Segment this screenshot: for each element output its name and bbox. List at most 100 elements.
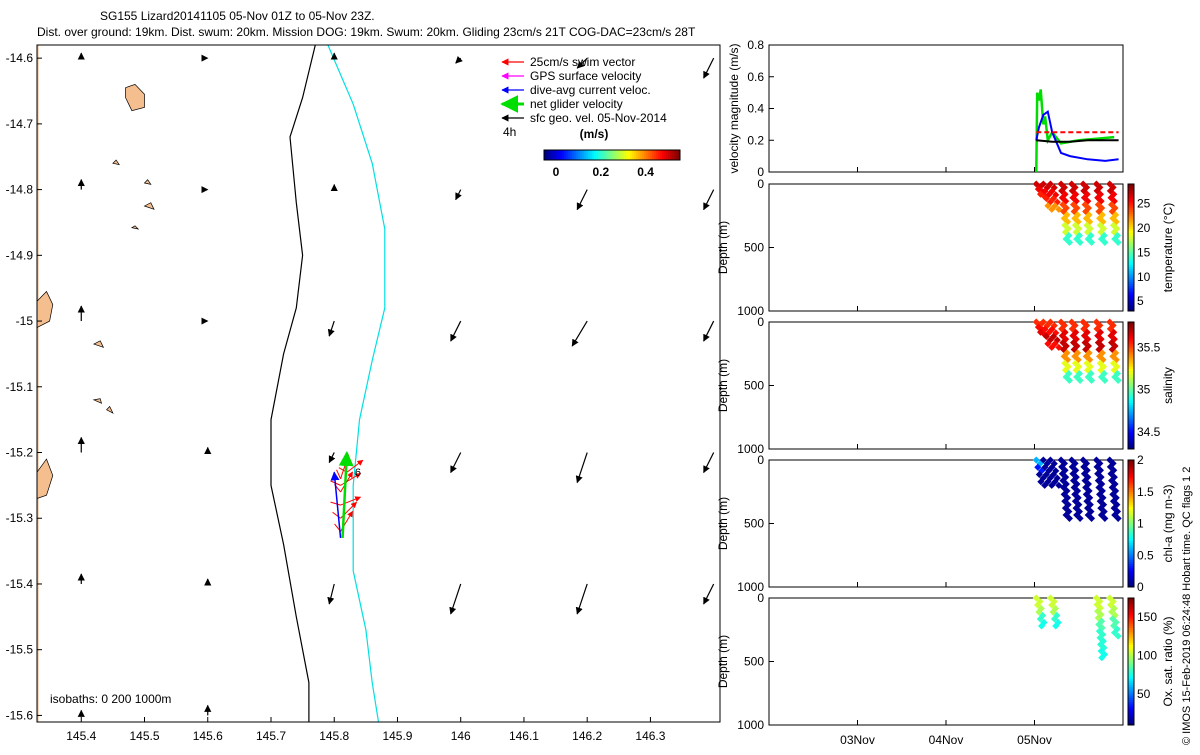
velocity-ytick-label-3: 0.6 [747,70,764,84]
chlorophyll-profile-colorbar-cell [1128,502,1134,505]
oxygen-profile-colorbar-cell [1128,680,1134,684]
oxygen-profile-colorbar-cell [1128,612,1134,616]
geo-velocity-arrow-15 [450,320,462,342]
salinity-profile-colorbar-cell [1128,389,1134,393]
legend-colorbar-cell [556,150,559,160]
chlorophyll-profile-colorbar-cell [1128,466,1134,469]
oxygen-profile-colorbar-cell [1128,705,1134,709]
oxygen-profile-colorbar-cell [1128,617,1134,620]
time-axis-label-1: 04Nov [929,733,964,747]
legend-colorbar-cell [560,150,563,160]
legend-colorbar-cell [644,150,647,160]
oxygen-profile-colorbar-cell [1128,642,1134,645]
salinity-profile-colorbar-cell [1128,324,1134,327]
chlorophyll-profile-colorbar-cell [1128,536,1134,539]
legend-colorbar-cell [592,150,595,160]
salinity-profile-colorbar-cell [1128,336,1134,340]
chlorophyll-profile-colorbar-cell [1128,531,1134,535]
chlorophyll-profile-colorbar-tick-1: 0.5 [1137,548,1154,562]
oxygen-profile-colorbar-cell [1128,646,1134,650]
oxygen-profile-colorbar-cell [1128,691,1134,694]
chlorophyll-profile-ylabel: Depth (m) [716,497,730,550]
chlorophyll-profile-ytick-label-2: 1000 [737,580,764,594]
map-xtick-label-5: 145.9 [382,729,412,743]
map-xtick-label-6: 146 [451,729,471,743]
salinity-profile-colorbar-cell [1128,372,1134,376]
legend-colorbar-frame [543,149,681,161]
salinity-profile-colorbar-cell [1128,364,1134,367]
temperature-profile-colorbar-cell [1128,249,1134,253]
chlorophyll-profile-colorbar-cell [1128,551,1134,554]
oxygen-profile-colorbar-cell [1128,695,1134,698]
oxygen-profile-colorbar-cell [1128,667,1134,671]
oxygen-profile-colorbar-cell [1128,722,1134,726]
temperature-profile-colorbar-cell [1128,203,1134,206]
oxygen-profile-colorbar-cell [1128,682,1134,686]
isobath-1000m-line [327,44,386,723]
geo-velocity-arrow-23 [703,452,715,474]
temperature-profile-frame [768,183,1124,312]
temperature-profile-colorbar-cell [1128,264,1134,267]
time-axis-label-2: 05Nov [1017,733,1052,747]
oxygen-profile-colorbar-cell [1128,689,1134,692]
legend-colorbar-cell [582,150,585,160]
chlorophyll-profile-colorbar-cell [1128,493,1134,497]
legend-colorbar-cell [658,150,661,160]
salinity-profile-colorbar-tick-0: 34.5 [1137,425,1161,439]
salinity-profile-colorbar-cell [1128,440,1134,444]
legend-colorbar-cell [660,150,663,160]
salinity-profile-colorbar-cell [1128,429,1134,433]
velocity-panel-frame [768,44,1124,173]
salinity-profile-colorbar-cell [1128,343,1134,346]
temperature-profile-colorbar-cell [1128,234,1134,238]
chlorophyll-profile-colorbar-label: chl-a (mg m-3) [1161,484,1175,562]
oxygen-profile-colorbar-cell [1128,703,1134,707]
legend-colorbar-cell [606,150,609,160]
legend-colorbar-cell [664,150,667,160]
geo-velocity-arrow-4 [576,57,588,69]
oxygen-profile-frame [768,597,1124,726]
chlorophyll-profile-colorbar-cell [1128,580,1134,584]
isobath-note: isobaths: 0 200 1000m [50,692,171,706]
oxygen-profile-colorbar-tick-0: 50 [1137,687,1151,701]
chlorophyll-profile-colorbar-cell [1128,498,1134,501]
chlorophyll-profile-frame [768,459,1124,588]
oxygen-profile-colorbar-cell [1128,638,1134,641]
legend-colorbar-cell [564,150,567,160]
oxygen-profile-colorbar-tick-2: 150 [1137,610,1157,624]
chlorophyll-profile-colorbar-cell [1128,555,1134,558]
salinity-profile-colorbar-cell [1128,379,1134,382]
track-label: 6 [355,467,361,479]
temperature-profile-colorbar-tick-3: 20 [1137,221,1151,235]
map-ytick-label-5: -15.1 [6,380,34,394]
chlorophyll-profile-colorbar-tick-4: 2 [1137,453,1144,467]
legend-colorbar-cell [626,150,629,160]
salinity-profile-colorbar-cell [1128,345,1134,348]
temperature-profile-colorbar-tick-4: 25 [1137,197,1151,211]
chlorophyll-profile-colorbar-cell [1128,576,1134,579]
temperature-profile-colorbar-cell [1128,287,1134,291]
salinity-profile-ytick-label-2: 1000 [737,442,764,456]
chlorophyll-profile-colorbar-cell [1128,470,1134,474]
salinity-profile-colorbar-cell [1128,434,1134,437]
legend-colorbar-cell [600,150,603,160]
temperature-profile-colorbar-cell [1128,184,1134,187]
map-ytick-label-4: -15 [16,314,34,328]
chlorophyll-profile-colorbar-cell [1128,544,1134,548]
temperature-profile-colorbar-cell [1128,291,1134,295]
salinity-profile-colorbar-tick-2: 35.5 [1137,340,1161,354]
legend-colorbar-cell [614,150,617,160]
legend-colorbar-cell [590,150,593,160]
legend-colorbar-cell [598,150,601,160]
oxygen-profile-colorbar-cell [1128,712,1134,715]
salinity-profile-colorbar-cell [1128,391,1134,395]
chlorophyll-profile-colorbar-cell [1128,508,1134,512]
map-panel: 6 145.4 145.5 145.6 145.7 145.8 145.9 146 146.1 1… [6,44,721,743]
salinity-profile-colorbar-cell [1128,406,1134,410]
legend-colorbar-tick-0: 0 [553,165,560,179]
oxygen-profile-colorbar-cell [1128,623,1134,626]
oxygen-profile-colorbar-cell [1128,606,1134,609]
temperature-profile-ylabel: Depth (m) [716,221,730,274]
island-8 [143,202,155,210]
